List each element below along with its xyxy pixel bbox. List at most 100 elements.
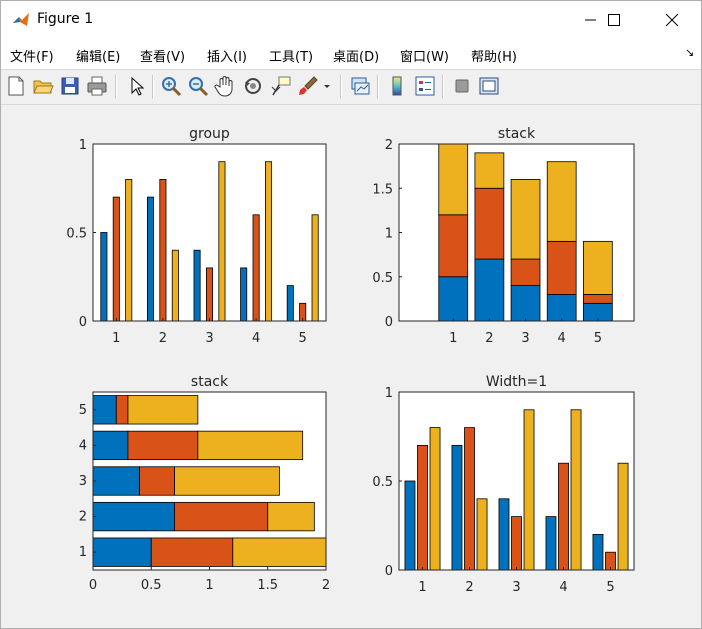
y-tick-label: 0.5: [66, 227, 87, 242]
link-plot-icon[interactable]: [348, 74, 372, 98]
menu-tools[interactable]: 工具(T): [269, 50, 314, 65]
menu-insert[interactable]: 插入(I): [207, 50, 247, 65]
y-tick-label: 3: [79, 474, 87, 489]
bar: [451, 444, 463, 571]
bar: [617, 462, 629, 571]
close-button[interactable]: [649, 1, 695, 39]
x-tick-label: 5: [299, 331, 307, 346]
x-tick-label: 3: [521, 331, 529, 346]
bar: [510, 285, 541, 322]
bar: [464, 427, 475, 571]
y-tick-label: 5: [79, 403, 87, 418]
select-arrow-icon[interactable]: [124, 74, 148, 98]
axes-box: [398, 391, 635, 571]
bar: [438, 214, 469, 278]
title-bar[interactable]: Figure 1: [1, 1, 701, 39]
window-title: Figure 1: [37, 11, 94, 27]
bar: [146, 196, 154, 322]
bar: [92, 466, 140, 496]
x-tick-label: 4: [558, 331, 566, 346]
axes-box: [92, 143, 327, 322]
bar: [240, 267, 248, 322]
bar: [474, 258, 505, 322]
bar: [197, 430, 304, 461]
menu-window[interactable]: 窗口(W): [400, 50, 449, 65]
toolbar-separator: [115, 75, 117, 99]
menu-desktop[interactable]: 桌面(D): [333, 50, 380, 65]
bar: [558, 462, 569, 571]
zoom-in-icon[interactable]: [159, 74, 183, 98]
bar: [115, 395, 129, 425]
dock-figure-icon[interactable]: ↘: [685, 46, 695, 59]
bar: [174, 501, 269, 532]
menu-help[interactable]: 帮助(H): [471, 50, 517, 65]
bar: [417, 444, 428, 571]
maximize-icon: [608, 14, 620, 26]
chart-2: stack 1 2 3 4 5 0 0.5 1 1.5 2: [372, 126, 635, 346]
bar: [139, 466, 175, 496]
menu-bar: 文件(F) 编辑(E) 查看(V) 插入(I) 工具(T) 桌面(D) 窗口(W…: [1, 39, 701, 69]
print-icon[interactable]: [85, 74, 109, 98]
minimize-button[interactable]: [567, 1, 613, 39]
menu-view[interactable]: 查看(V): [140, 50, 186, 65]
figure-toolbar: [1, 69, 701, 105]
bar: [438, 143, 469, 216]
x-tick-label: 2: [159, 331, 167, 346]
y-tick-label: 0: [79, 315, 87, 330]
bar: [127, 430, 199, 461]
brush-icon[interactable]: [296, 74, 320, 98]
bar: [404, 480, 416, 571]
bar: [429, 427, 441, 571]
bar: [474, 152, 505, 189]
chart-title: Width=1: [486, 374, 547, 390]
hide-plot-tools-icon[interactable]: [450, 74, 474, 98]
bar: [92, 501, 175, 532]
bar: [125, 178, 133, 322]
show-plot-tools-icon[interactable]: [477, 74, 501, 98]
open-file-icon[interactable]: [31, 74, 55, 98]
y-tick-label: 1: [385, 227, 393, 242]
zoom-out-icon[interactable]: [186, 74, 210, 98]
menu-file[interactable]: 文件(F): [10, 50, 54, 65]
y-tick-label: 2: [385, 138, 393, 153]
x-tick-label: 1: [449, 331, 457, 346]
pan-hand-icon[interactable]: [213, 74, 237, 98]
data-cursor-icon[interactable]: [269, 74, 293, 98]
legend-icon[interactable]: [413, 74, 437, 98]
axes-box: [92, 391, 327, 571]
bar: [592, 534, 604, 571]
chevron-down-icon[interactable]: [321, 74, 333, 98]
y-tick-label: 0: [385, 315, 393, 330]
bar: [510, 258, 541, 286]
bar: [510, 178, 541, 260]
toolbar-separator: [152, 75, 154, 99]
y-tick-label: 4: [79, 438, 87, 453]
bar: [438, 276, 469, 322]
x-tick-label: 1: [205, 578, 213, 593]
maximize-button[interactable]: [591, 1, 637, 39]
colorbar-icon[interactable]: [385, 74, 409, 98]
y-tick-label: 2: [79, 510, 87, 525]
x-tick-label: 4: [559, 580, 567, 595]
bar: [252, 214, 260, 322]
bar: [171, 249, 179, 322]
toolbar-separator: [377, 75, 379, 99]
y-tick-label: 0: [385, 564, 393, 579]
menu-edit[interactable]: 编辑(E): [76, 50, 121, 65]
new-figure-icon[interactable]: [4, 74, 28, 98]
bar: [546, 240, 577, 295]
bar: [127, 395, 199, 425]
chart-1: group 1 2 3 4 5 0 0.5 1: [66, 126, 327, 346]
bar: [265, 161, 273, 322]
bar: [511, 516, 522, 571]
bar: [150, 537, 234, 567]
x-tick-label: 3: [205, 331, 213, 346]
rotate-3d-icon[interactable]: [241, 74, 265, 98]
bar: [545, 516, 557, 571]
bar: [311, 214, 319, 322]
save-icon[interactable]: [58, 74, 82, 98]
minimize-icon: [585, 19, 596, 21]
y-tick-label: 0.5: [372, 271, 393, 286]
bar: [92, 430, 129, 461]
